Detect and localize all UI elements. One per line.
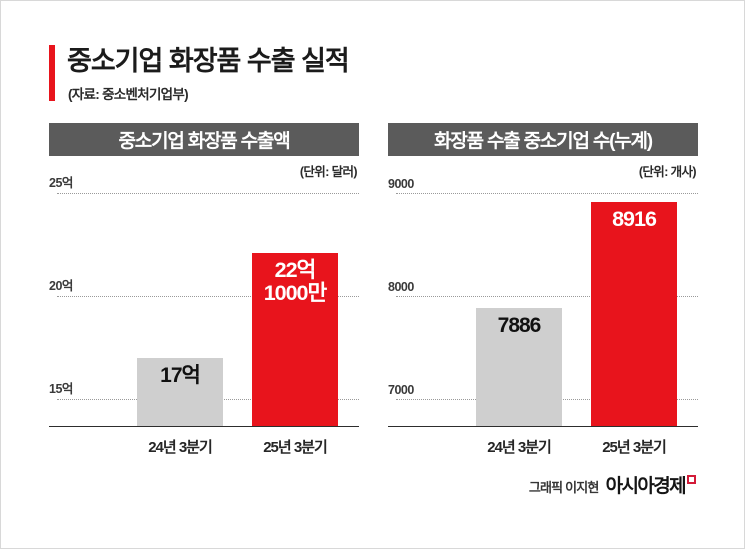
chart-panel-company-count: 화장품 수출 중소기업 수(누계) (단위: 개사) 9000 8000 7000 7… xyxy=(388,123,698,473)
chart-panel-export-value: 중소기업 화장품 수출액 (단위: 달러) 25억 20억 15억 17억 24년 3분… xyxy=(49,123,359,473)
bar-value-label: 22억 1000만 xyxy=(263,258,328,305)
bar-current: 22억 1000만 xyxy=(252,253,338,426)
plot-area: 9000 8000 7000 7886 24년 3분기 8916 25년 3분기 xyxy=(388,123,698,473)
y-axis-tick-label: 9000 xyxy=(388,177,414,192)
brand-logo: 아시아경제 xyxy=(606,471,696,498)
bar-previous: 17억 xyxy=(137,358,223,426)
gridline xyxy=(396,296,698,298)
bar-value-label: 7886 xyxy=(497,314,542,338)
x-axis-baseline xyxy=(388,426,698,427)
bar-previous: 7886 xyxy=(476,308,562,426)
footer: 그래픽 이지현 아시아경제 xyxy=(529,471,696,498)
plot-area: 25억 20억 15억 17억 24년 3분기 22억 1000만 25년 3분기 xyxy=(49,123,359,473)
gridline xyxy=(57,193,359,195)
brand-logo-text: 아시아경제 xyxy=(605,476,687,497)
chart-title: 화장품 수출 중소기업 수(누계) xyxy=(434,131,653,152)
y-axis-tick-label: 15억 xyxy=(49,382,73,397)
title-accent-bar-icon xyxy=(49,45,55,101)
x-axis-category-label: 24년 3분기 xyxy=(487,439,552,456)
gridline xyxy=(396,193,698,195)
page-title: 중소기업 화장품 수출 실적 xyxy=(67,46,350,76)
source-note: (자료: 중소벤처기업부) xyxy=(68,87,189,102)
bar-current: 8916 xyxy=(591,202,677,426)
y-axis-tick-label: 7000 xyxy=(388,383,414,398)
graphic-credit: 그래픽 이지현 xyxy=(528,480,600,495)
title-block: 중소기업 화장품 수출 실적 (자료: 중소벤처기업부) xyxy=(49,43,669,107)
chart-title: 중소기업 화장품 수출액 xyxy=(118,131,291,152)
x-axis-category-label: 25년 3분기 xyxy=(602,439,667,456)
x-axis-category-label: 25년 3분기 xyxy=(263,439,328,456)
y-axis-tick-label: 25억 xyxy=(49,176,73,191)
chart-unit-label: (단위: 달러) xyxy=(299,165,358,179)
x-axis-category-label: 24년 3분기 xyxy=(148,439,213,456)
red-square-mark-icon xyxy=(687,475,696,484)
chart-header-bar: 화장품 수출 중소기업 수(누계) xyxy=(388,123,698,156)
gridline xyxy=(57,296,359,298)
bar-value-label: 17억 xyxy=(160,364,201,388)
x-axis-baseline xyxy=(49,426,359,427)
bar-value-label: 8916 xyxy=(612,207,657,231)
y-axis-tick-label: 20억 xyxy=(49,279,73,294)
chart-unit-label: (단위: 개사) xyxy=(638,165,697,179)
chart-header-bar: 중소기업 화장품 수출액 xyxy=(49,123,359,156)
y-axis-tick-label: 8000 xyxy=(388,280,414,295)
